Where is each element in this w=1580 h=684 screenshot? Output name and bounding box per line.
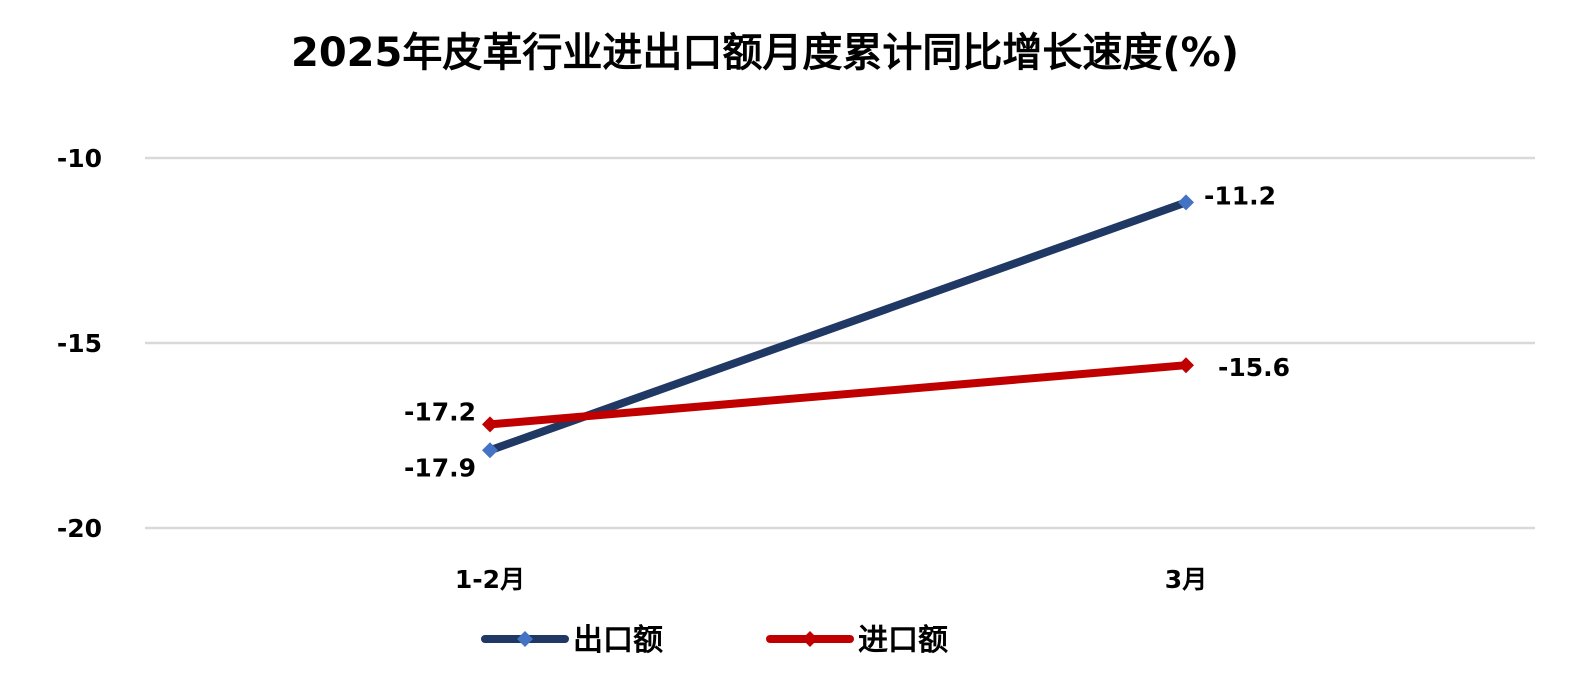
- x-tick-label: 1-2月: [455, 565, 525, 594]
- legend-marker: [802, 631, 818, 647]
- data-point-marker: [482, 442, 498, 459]
- series-line-0: [486, 198, 1190, 455]
- data-label: -17.2: [404, 397, 476, 426]
- data-point-marker: [1178, 194, 1194, 211]
- data-label: -11.2: [1204, 181, 1276, 210]
- series-line-1: [486, 361, 1190, 429]
- chart-title: 2025年皮革行业进出口额月度累计同比增长速度(%): [291, 30, 1239, 76]
- y-tick-label: -15: [57, 329, 102, 358]
- legend-label: 出口额: [573, 623, 663, 658]
- y-tick-label: -10: [57, 144, 102, 173]
- data-label: -17.9: [404, 453, 476, 482]
- x-tick-label: 3月: [1165, 565, 1207, 594]
- legend-label: 进口额: [858, 623, 948, 658]
- y-tick-label: -20: [57, 514, 102, 543]
- data-point-marker: [482, 416, 498, 433]
- legend-marker: [517, 631, 533, 647]
- data-label: -15.6: [1218, 353, 1290, 382]
- data-point-marker: [1178, 357, 1194, 374]
